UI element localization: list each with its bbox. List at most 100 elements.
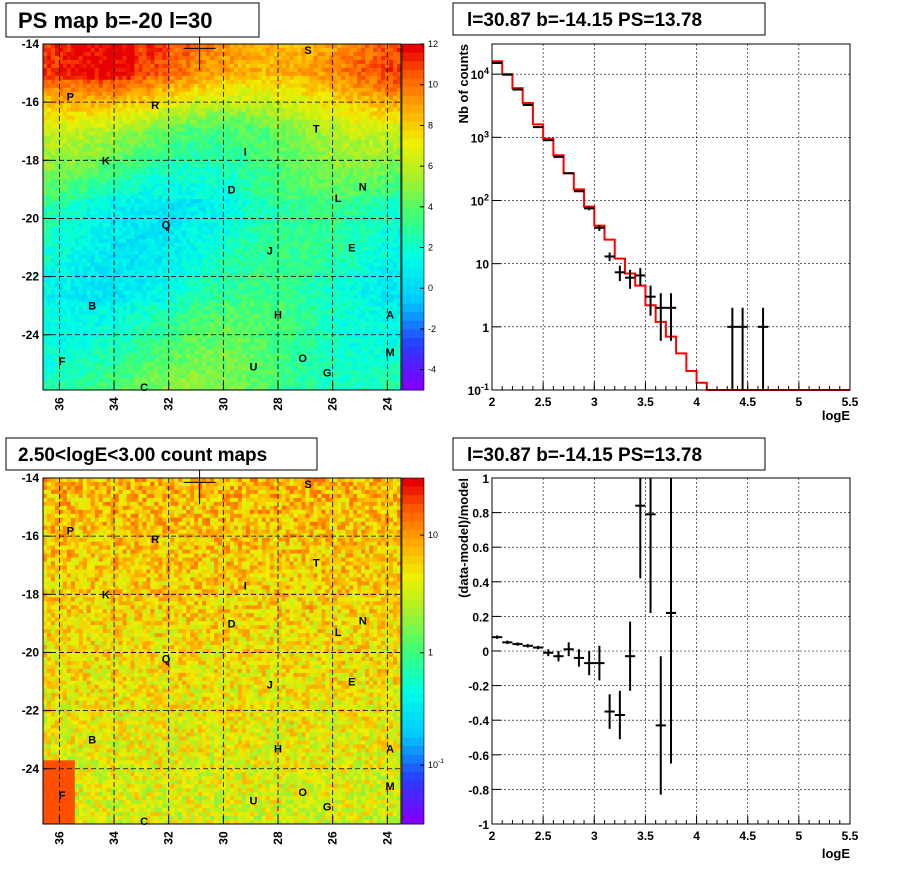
heatmap-cell: [190, 262, 195, 268]
heatmap-cell: [222, 135, 227, 140]
heatmap-cell: [297, 191, 302, 196]
heatmap-cell: [389, 218, 394, 224]
heatmap-cell: [261, 51, 267, 57]
heatmap-cell: [138, 246, 143, 252]
heatmap-cell: [353, 51, 358, 57]
heatmap-cell: [130, 143, 135, 148]
heatmap-cell: [43, 254, 48, 260]
heatmap-cell: [225, 246, 231, 252]
heatmap-cell: [150, 218, 155, 224]
heatmap-cell: [277, 222, 283, 228]
heatmap-cell: [214, 222, 219, 228]
heatmap-cell: [229, 139, 235, 144]
heatmap-cell: [222, 115, 227, 120]
heatmap-cell: [154, 159, 159, 164]
heatmap-cell: [154, 143, 159, 148]
heatmap-cell: [66, 143, 72, 148]
heatmap-cell: [122, 95, 127, 101]
heatmap-cell: [186, 207, 191, 212]
heatmap-cell: [365, 238, 370, 244]
heatmap-cell: [70, 203, 76, 208]
heatmap-cell: [134, 246, 139, 252]
heatmap-cell: [353, 79, 358, 85]
heatmap-cell: [222, 107, 227, 113]
heatmap-cell: [158, 167, 163, 172]
heatmap-cell: [377, 175, 382, 180]
heatmap-cell: [90, 155, 96, 160]
heatmap-cell: [158, 51, 163, 57]
heatmap-cell: [194, 127, 199, 132]
heatmap-cell: [325, 135, 330, 140]
heatmap-cell: [98, 211, 104, 216]
heatmap-cell: [289, 59, 294, 65]
heatmap-cell: [154, 51, 159, 57]
heatmap-cell: [361, 143, 366, 148]
heatmap-cell: [389, 119, 394, 124]
heatmap-cell: [43, 226, 48, 232]
heatmap-cell: [138, 175, 143, 180]
heatmap-cell: [70, 107, 76, 113]
heatmap-cell: [249, 147, 255, 152]
heatmap-cell: [202, 135, 207, 140]
heatmap-cell: [170, 47, 175, 53]
heatmap-cell: [381, 147, 386, 152]
heatmap-cell: [389, 163, 394, 168]
heatmap-cell: [218, 87, 223, 93]
heatmap-cell: [317, 147, 322, 152]
heatmap-cell: [66, 207, 72, 212]
heatmap-cell: [229, 51, 235, 57]
heatmap-cell: [261, 131, 267, 136]
heatmap-cell: [54, 63, 60, 69]
heatmap-cell: [281, 238, 287, 244]
heatmap-cell: [150, 175, 155, 180]
heatmap-cell: [126, 246, 131, 252]
heatmap-cell: [162, 175, 167, 180]
heatmap-cell: [329, 234, 334, 240]
heatmap-cell: [269, 143, 275, 148]
heatmap-cell: [50, 215, 56, 220]
heatmap-cell: [222, 63, 227, 69]
heatmap-cell: [50, 95, 56, 101]
heatmap-cell: [345, 143, 350, 148]
heatmap-cell: [229, 115, 235, 120]
heatmap-cell: [341, 51, 346, 57]
heatmap-cell: [162, 59, 167, 65]
heatmap-cell: [349, 147, 354, 152]
heatmap-cell: [305, 55, 310, 61]
heatmap-cell: [186, 262, 191, 268]
heatmap-cell: [70, 91, 76, 97]
heatmap-cell: [373, 67, 378, 73]
heatmap-cell: [261, 199, 267, 204]
heatmap-cell: [70, 55, 76, 61]
heatmap-cell: [225, 222, 231, 228]
heatmap-cell: [377, 87, 382, 93]
heatmap-cell: [225, 155, 231, 160]
heatmap-cell: [345, 215, 350, 220]
heatmap-cell: [82, 211, 88, 216]
heatmap-cell: [253, 95, 259, 101]
heatmap-cell: [325, 103, 330, 109]
heatmap-cell: [110, 123, 115, 128]
heatmap-cell: [62, 187, 68, 192]
heatmap-cell: [281, 226, 287, 232]
heatmap-cell: [43, 143, 48, 148]
heatmap-cell: [154, 111, 159, 116]
heatmap-cell: [397, 159, 402, 164]
heatmap-cell: [114, 171, 119, 176]
heatmap-cell: [365, 215, 370, 220]
heatmap-cell: [194, 226, 199, 232]
heatmap-cell: [297, 59, 302, 65]
heatmap-cell: [365, 167, 370, 172]
heatmap-cell: [158, 218, 163, 224]
heatmap-cell: [237, 143, 243, 148]
heatmap-cell: [329, 155, 334, 160]
heatmap-cell: [333, 79, 338, 85]
heatmap-cell: [329, 127, 334, 132]
heatmap-cell: [66, 67, 72, 73]
heatmap-cell: [229, 195, 235, 200]
heatmap-cell: [225, 179, 231, 184]
heatmap-cell: [381, 75, 386, 81]
heatmap-cell: [289, 215, 294, 220]
heatmap-cell: [46, 111, 52, 116]
heatmap-cell: [301, 131, 306, 136]
